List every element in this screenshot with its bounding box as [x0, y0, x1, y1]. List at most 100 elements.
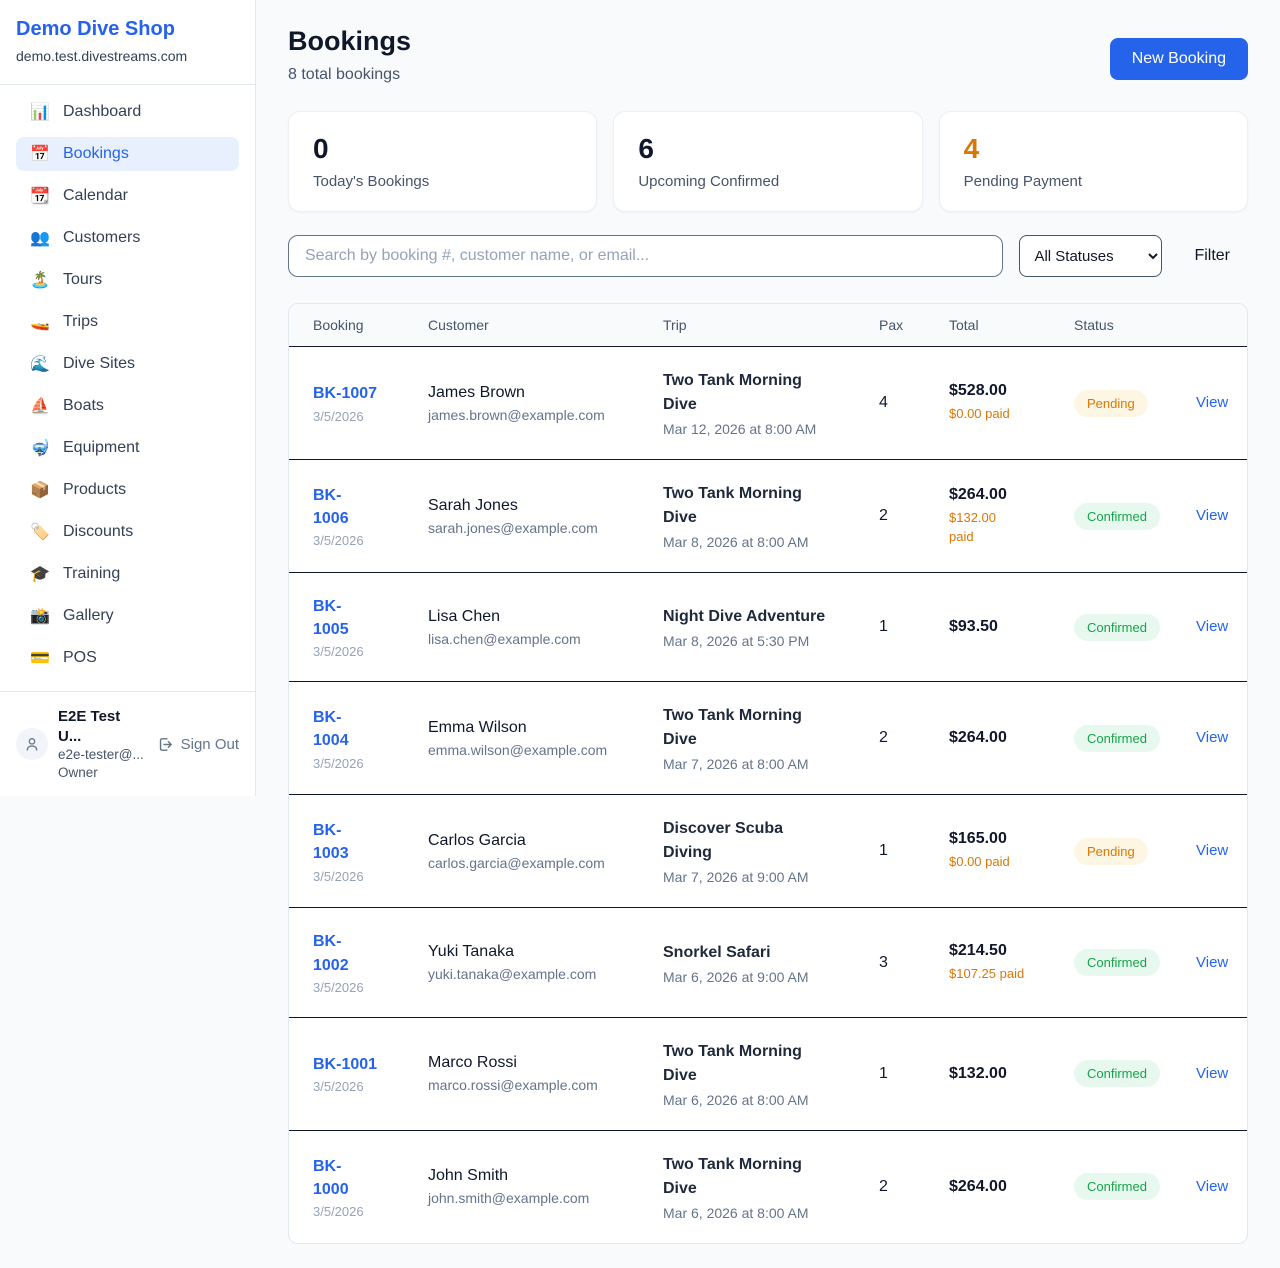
sidebar-item-label: Dashboard [63, 103, 142, 120]
total-amount: $165.00 [949, 830, 1007, 848]
sidebar-item-products[interactable]: 📦 Products [16, 473, 239, 507]
booking-id-link[interactable]: BK-1007 [313, 385, 378, 403]
table-row: BK-1006 3/5/2026 Sarah Jones sarah.jones… [289, 460, 1247, 573]
sidebar-item-label: Equipment [63, 439, 140, 456]
sidebar-item-boats[interactable]: ⛵ Boats [16, 389, 239, 423]
status-badge: Confirmed [1074, 724, 1160, 752]
sidebar-item-label: Products [63, 481, 127, 498]
sidebar-item-label: Tours [63, 271, 103, 288]
booking-id-link[interactable]: BK-1001 [313, 1056, 378, 1074]
sidebar-item-bookings[interactable]: 📅 Bookings [16, 137, 239, 171]
customer-name: Emma Wilson [428, 718, 527, 736]
sidebar-item-dashboard[interactable]: 📊 Dashboard [16, 95, 239, 129]
island-icon: 🏝️ [30, 272, 50, 289]
customer-name: Lisa Chen [428, 607, 501, 625]
view-link[interactable]: View [1196, 1177, 1229, 1195]
status-badge: Pending [1074, 837, 1148, 865]
stat-value: 6 [638, 133, 654, 164]
filter-button[interactable]: Filter [1194, 247, 1230, 264]
sailboat-icon: ⛵ [30, 398, 50, 415]
sidebar-item-label: Bookings [63, 145, 129, 162]
booking-id-link[interactable]: BK-1002 [313, 933, 349, 974]
sign-out-button[interactable]: Sign Out [157, 736, 239, 753]
view-link[interactable]: View [1196, 618, 1229, 636]
column-header-customer: Customer [428, 317, 489, 333]
tag-icon: 🏷️ [30, 524, 50, 541]
sign-out-label: Sign Out [180, 735, 239, 753]
sidebar-item-trips[interactable]: 🚤 Trips [16, 305, 239, 339]
booking-date: 3/5/2026 [313, 868, 364, 884]
sidebar-item-label: Training [63, 565, 121, 582]
table-header-row: Booking Customer Trip Pax Total Status [289, 304, 1247, 347]
trip-name: Two Tank Morning Dive [663, 485, 802, 526]
column-header-booking: Booking [313, 317, 364, 333]
status-badge: Confirmed [1074, 1060, 1160, 1088]
paid-amount: $0.00 paid [949, 406, 1010, 422]
total-amount: $264.00 [949, 1177, 1007, 1195]
trip-datetime: Mar 7, 2026 at 9:00 AM [663, 869, 809, 886]
sidebar-item-discounts[interactable]: 🏷️ Discounts [16, 515, 239, 549]
sidebar-item-pos[interactable]: 💳 POS [16, 641, 239, 675]
sidebar-item-label: Trips [63, 313, 98, 330]
paid-amount: $132.00 paid [949, 509, 996, 544]
status-badge: Pending [1074, 389, 1148, 417]
status-badge: Confirmed [1074, 1173, 1160, 1201]
stats-row: 0 Today's Bookings 6 Upcoming Confirmed … [288, 111, 1248, 212]
sidebar-item-equipment[interactable]: 🤿 Equipment [16, 431, 239, 465]
view-link[interactable]: View [1196, 842, 1229, 860]
sidebar-nav: 📊 Dashboard 📅 Bookings 📆 Calendar 👥 Cust… [0, 85, 255, 691]
sidebar-item-label: Discounts [63, 523, 134, 540]
booking-id-link[interactable]: BK-1004 [313, 709, 349, 750]
graduation-cap-icon: 🎓 [30, 566, 50, 583]
total-amount: $264.00 [949, 729, 1007, 747]
sidebar-item-gallery[interactable]: 📸 Gallery [16, 599, 239, 633]
view-link[interactable]: View [1196, 729, 1229, 747]
total-amount: $93.50 [949, 618, 998, 636]
sidebar-item-tours[interactable]: 🏝️ Tours [16, 263, 239, 297]
filter-row: All Statuses Filter [288, 235, 1248, 277]
booking-id-link[interactable]: BK-1005 [313, 598, 349, 639]
paid-amount: $107.25 paid [949, 965, 1025, 981]
column-header-status: Status [1074, 317, 1114, 333]
pax-count: 4 [879, 394, 888, 411]
booking-date: 3/5/2026 [313, 979, 364, 995]
trip-name: Night Dive Adventure [663, 608, 826, 626]
total-amount: $528.00 [949, 382, 1007, 400]
sidebar-header: Demo Dive Shop demo.test.divestreams.com [0, 0, 255, 85]
view-link[interactable]: View [1196, 1064, 1229, 1082]
table-row: BK-1002 3/5/2026 Yuki Tanaka yuki.tanaka… [289, 908, 1247, 1018]
search-input[interactable] [288, 235, 1004, 277]
person-icon [26, 738, 38, 751]
new-booking-button[interactable]: New Booking [1109, 38, 1248, 80]
customer-name: Carlos Garcia [428, 831, 526, 849]
sidebar-item-dive-sites[interactable]: 🌊 Dive Sites [16, 347, 239, 381]
stat-label: Today's Bookings [313, 173, 430, 190]
diving-mask-icon: 🤿 [30, 440, 50, 457]
booking-id-link[interactable]: BK-1003 [313, 822, 349, 863]
booking-date: 3/5/2026 [313, 533, 364, 549]
pax-count: 1 [879, 1064, 888, 1082]
customer-name: Marco Rossi [428, 1054, 517, 1072]
sidebar: Demo Dive Shop demo.test.divestreams.com… [0, 0, 256, 797]
sidebar-item-label: Boats [63, 397, 104, 414]
sidebar-item-customers[interactable]: 👥 Customers [16, 221, 239, 255]
sidebar-item-label: Dive Sites [63, 355, 136, 372]
total-amount: $214.50 [949, 941, 1007, 959]
view-link[interactable]: View [1196, 953, 1229, 971]
sidebar-item-calendar[interactable]: 📆 Calendar [16, 179, 239, 213]
customer-email: carlos.garcia@example.com [428, 854, 605, 871]
sidebar-item-training[interactable]: 🎓 Training [16, 557, 239, 591]
view-link[interactable]: View [1196, 507, 1229, 524]
view-link[interactable]: View [1196, 394, 1229, 411]
trip-datetime: Mar 6, 2026 at 9:00 AM [663, 968, 809, 985]
stat-card-todays-bookings: 0 Today's Bookings [288, 111, 598, 212]
booking-id-link[interactable]: BK-1006 [313, 486, 349, 527]
status-filter-select[interactable]: All Statuses [1019, 235, 1163, 277]
trip-name: Two Tank Morning Dive [663, 1042, 802, 1084]
trip-name: Two Tank Morning Dive [663, 707, 802, 749]
trip-datetime: Mar 7, 2026 at 8:00 AM [663, 756, 809, 773]
shop-domain: demo.test.divestreams.com [16, 48, 188, 64]
customer-name: James Brown [428, 383, 525, 401]
customer-name: John Smith [428, 1167, 509, 1185]
